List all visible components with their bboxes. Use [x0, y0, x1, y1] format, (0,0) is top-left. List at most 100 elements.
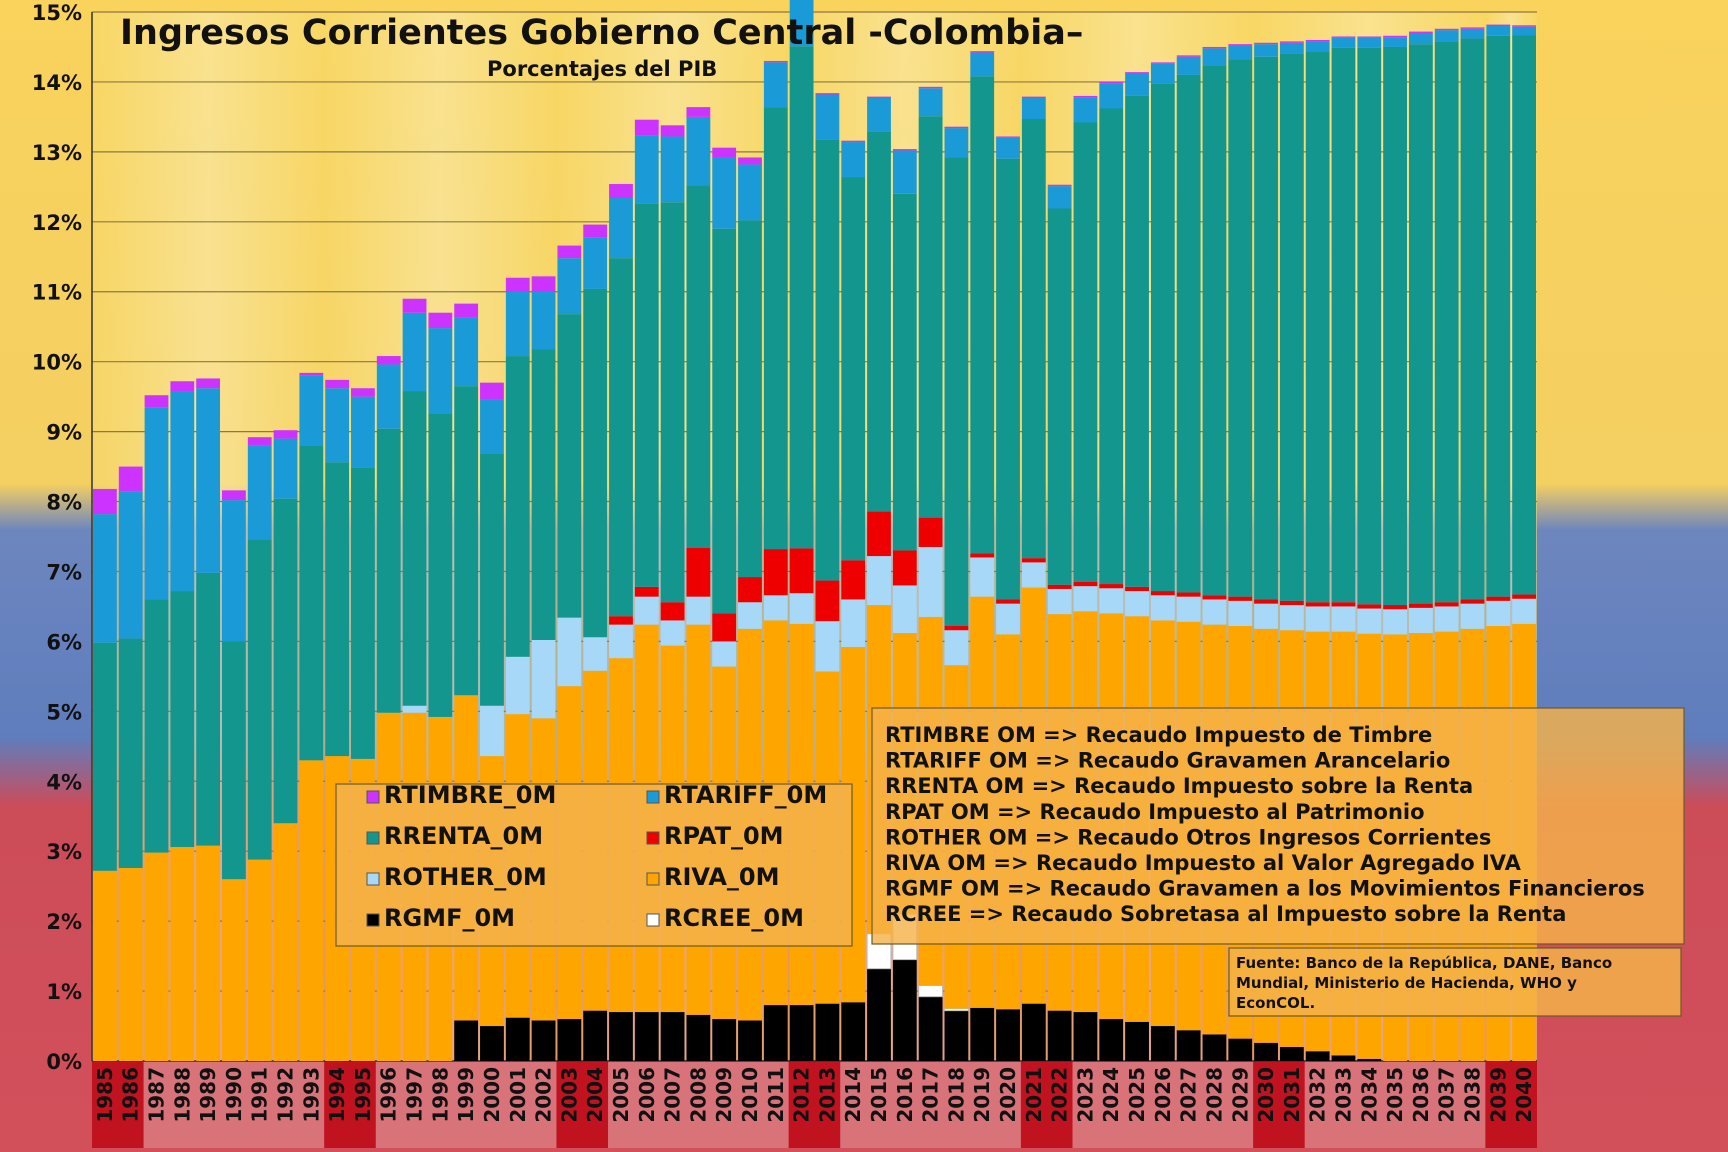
- bar-rother-0m-2032: [1305, 606, 1330, 632]
- bar-rtimbre-0m-2014: [841, 140, 866, 143]
- bar-rtariff-0m-2007: [660, 136, 685, 203]
- x-tick-label: 2039: [1486, 1067, 1510, 1123]
- x-tick-label: 1994: [325, 1067, 349, 1123]
- bar-rrenta-0m-1985: [93, 642, 117, 871]
- bar-rgmf-0m-2018: [944, 1010, 969, 1061]
- bar-rother-0m-2024: [1099, 588, 1124, 614]
- x-tick-label: 2027: [1177, 1067, 1201, 1123]
- description-line: RPAT OM => Recaudo Impuesto al Patrimoni…: [885, 800, 1425, 824]
- bar-rother-0m-2014: [841, 599, 866, 647]
- description-line: ROTHER OM => Recaudo Otros Ingresos Corr…: [885, 825, 1491, 849]
- bar-rtimbre-0m-2040: [1512, 25, 1536, 27]
- bar-rrenta-0m-2000: [480, 453, 504, 706]
- bar-rrenta-0m-1992: [273, 498, 298, 824]
- legend-label-rpat-0m: RPAT_0M: [664, 822, 784, 850]
- bar-rrenta-0m-1991: [247, 539, 272, 860]
- bar-rrenta-0m-2022: [1047, 208, 1072, 585]
- bar-rtariff-0m-2000: [480, 399, 504, 454]
- x-tick-label: 2006: [635, 1067, 659, 1123]
- bar-rtariff-0m-2020: [996, 137, 1020, 159]
- x-tick-label: 2030: [1254, 1067, 1278, 1123]
- legend-label-rtimbre-0m: RTIMBRE_0M: [384, 781, 556, 809]
- legend-swatch-rtimbre-0m: [366, 790, 380, 804]
- x-tick-label: 2035: [1383, 1067, 1407, 1123]
- bar-riva-0m-1993: [299, 760, 324, 1061]
- bar-rgmf-0m-2032: [1305, 1051, 1330, 1061]
- bar-rgmf-0m-2031: [1279, 1047, 1304, 1061]
- bar-rrenta-0m-2027: [1176, 74, 1201, 593]
- bar-riva-0m-1989: [196, 845, 221, 1061]
- x-tick-label: 2018: [944, 1067, 968, 1123]
- chart-subtitle: Porcentajes del PIB: [487, 57, 717, 81]
- bar-rrenta-0m-2038: [1460, 38, 1485, 600]
- x-tick-label: 2012: [790, 1067, 814, 1123]
- x-tick-label: 2019: [970, 1067, 994, 1123]
- bar-rtimbre-0m-2020: [996, 136, 1020, 138]
- legend-swatch-rgmf-0m: [366, 913, 380, 927]
- bar-rgmf-0m-2007: [660, 1012, 685, 1061]
- bar-rcree-0m-2017: [918, 984, 944, 998]
- bar-rpat-0m-2018: [944, 626, 969, 631]
- x-tick-label: 2028: [1202, 1067, 1226, 1123]
- bar-rtariff-0m-2010: [738, 164, 762, 221]
- bar-rcree-0m-2018: [944, 1008, 969, 1012]
- legend-label-rtariff-0m: RTARIFF_0M: [664, 781, 827, 809]
- bar-rtariff-0m-2022: [1047, 186, 1072, 209]
- bar-rtariff-0m-2031: [1279, 42, 1304, 54]
- bar-rtimbre-0m-2036: [1408, 31, 1433, 33]
- bar-rpat-0m-2032: [1305, 602, 1330, 607]
- year-band-light: [375, 1061, 557, 1148]
- bar-rtariff-0m-2033: [1331, 37, 1356, 48]
- bar-rgmf-0m-2002: [531, 1020, 556, 1061]
- bar-rtariff-0m-2028: [1202, 48, 1227, 66]
- bar-rother-0m-2040: [1512, 598, 1536, 624]
- bar-rgmf-0m-2005: [609, 1012, 633, 1061]
- bar-rother-0m-2000: [480, 705, 504, 757]
- bar-rtimbre-0m-2000: [480, 382, 504, 400]
- bar-rgmf-0m-2028: [1202, 1034, 1227, 1061]
- y-tick-label: 2%: [46, 910, 82, 934]
- bar-rtariff-0m-2037: [1434, 30, 1459, 42]
- bar-rtariff-0m-2029: [1228, 45, 1253, 60]
- bar-rtimbre-0m-2011: [763, 60, 788, 63]
- x-tick-label: 2026: [1151, 1067, 1175, 1123]
- bar-rrenta-0m-2014: [841, 177, 866, 561]
- source-line: EconCOL.: [1236, 994, 1315, 1012]
- legend-swatch-rcree-0m: [646, 913, 660, 927]
- source-box: [1228, 947, 1682, 1017]
- x-tick-label: 2005: [609, 1067, 633, 1123]
- bar-rtariff-0m-2018: [944, 128, 969, 158]
- bar-rrenta-0m-1997: [402, 391, 427, 706]
- bar-rrenta-0m-2018: [944, 157, 969, 627]
- bar-riva-0m-1990: [222, 879, 246, 1061]
- year-band-dark: [556, 1061, 609, 1148]
- bar-rother-0m-2010: [738, 602, 762, 629]
- bar-rpat-0m-2038: [1460, 599, 1485, 604]
- bar-rtariff-0m-2034: [1357, 37, 1382, 48]
- x-tick-label: 2015: [867, 1067, 891, 1123]
- bar-rtariff-0m-2026: [1150, 63, 1175, 84]
- x-tick-label: 1991: [248, 1067, 272, 1123]
- legend-label-rgmf-0m: RGMF_0M: [384, 904, 515, 932]
- y-tick-label: 9%: [46, 421, 82, 445]
- bar-rrenta-0m-1990: [222, 641, 246, 880]
- x-tick-label: 2020: [996, 1067, 1020, 1123]
- bar-rrenta-0m-2036: [1408, 44, 1433, 604]
- bar-rrenta-0m-2016: [892, 193, 917, 551]
- x-tick-label: 2017: [919, 1067, 943, 1123]
- bar-rrenta-0m-2005: [609, 258, 633, 617]
- y-tick-label: 1%: [46, 980, 82, 1004]
- bar-rrenta-0m-2015: [867, 131, 891, 512]
- bar-rpat-0m-2036: [1408, 603, 1433, 608]
- bar-rother-0m-2039: [1486, 600, 1511, 627]
- bar-rtariff-0m-1991: [247, 445, 272, 540]
- x-tick-label: 1987: [145, 1067, 169, 1123]
- description-line: RTIMBRE OM => Recaudo Impuesto de Timbre: [885, 723, 1432, 747]
- description-line: RCREE => Recaudo Sobretasa al Impuesto s…: [885, 902, 1566, 926]
- bar-rpat-0m-2033: [1331, 602, 1356, 607]
- bar-rother-0m-2030: [1254, 603, 1278, 629]
- bar-rother-0m-2013: [815, 621, 840, 672]
- legend-label-rcree-0m: RCREE_0M: [664, 904, 804, 932]
- bar-rgmf-0m-2033: [1331, 1055, 1356, 1061]
- bar-rtimbre-0m-1997: [402, 298, 427, 313]
